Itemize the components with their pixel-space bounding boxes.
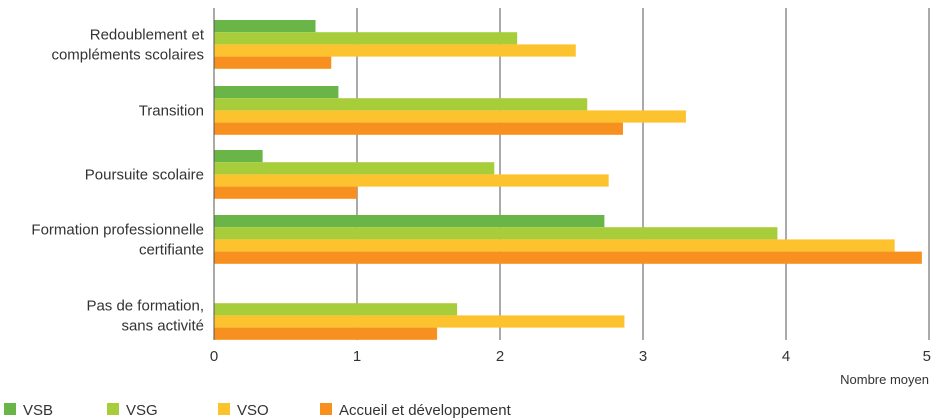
x-axis-title: Nombre moyen: [840, 372, 929, 387]
bar-vsg-1: [214, 98, 587, 110]
bar-vsb-3: [214, 215, 604, 227]
legend-swatch-accueil-et-d-veloppement: [320, 403, 332, 415]
x-tick-labels: 0 1 2 3 4 5: [210, 348, 931, 365]
legend-swatch-vsg: [107, 403, 119, 415]
category-label-line: Redoublement et: [90, 26, 205, 43]
category-label: Formation professionnelle certifiante: [31, 221, 204, 258]
category-label: Pas de formation, sans activité: [86, 297, 204, 334]
category-label-line: Formation professionnelle: [31, 221, 204, 238]
x-tick-label: 4: [782, 348, 790, 365]
bar-vsg-3: [214, 227, 777, 239]
bar-vsg-4: [214, 303, 457, 315]
legend-label: Accueil et développement: [339, 402, 512, 419]
legend-label: VSB: [23, 402, 53, 419]
bar-vso-2: [214, 174, 609, 186]
x-tick-label: 3: [639, 348, 647, 365]
legend-label: VSO: [237, 402, 269, 419]
category-labels: Redoublement et compléments scolaires Tran…: [31, 26, 204, 334]
bar-vso-1: [214, 110, 686, 122]
bar-vso-3: [214, 239, 895, 251]
bar-vsb-1: [214, 86, 338, 98]
bar-vsb-2: [214, 150, 263, 162]
category-label-line: compléments scolaires: [51, 46, 204, 63]
bar-vsg-2: [214, 162, 494, 174]
x-tick-label: 0: [210, 348, 218, 365]
legend-swatch-vso: [218, 403, 230, 415]
bar-accueil-et-d-veloppement-4: [214, 328, 437, 340]
bar-vso-4: [214, 315, 624, 327]
bar-accueil-et-d-veloppement-1: [214, 123, 623, 135]
bar-accueil-et-d-veloppement-0: [214, 57, 331, 69]
x-tick-label: 1: [353, 348, 361, 365]
x-tick-label: 5: [923, 348, 931, 365]
legend: VSB VSG VSO Accueil et développement: [4, 402, 512, 419]
legend-label: VSG: [126, 402, 158, 419]
category-label-line: sans activité: [121, 317, 204, 334]
category-label-line: Poursuite scolaire: [85, 166, 204, 183]
bar-vso-0: [214, 44, 576, 56]
legend-swatch-vsb: [4, 403, 16, 415]
category-label: Transition: [139, 102, 204, 119]
category-label-line: Transition: [139, 102, 204, 119]
bar-accueil-et-d-veloppement-2: [214, 187, 357, 199]
category-label: Redoublement et compléments scolaires: [51, 26, 204, 63]
bar-vsg-0: [214, 32, 517, 44]
bar-accueil-et-d-veloppement-3: [214, 252, 922, 264]
category-label: Poursuite scolaire: [85, 166, 204, 183]
x-tick-label: 2: [496, 348, 504, 365]
bar-vsb-0: [214, 20, 316, 32]
category-label-line: certifiante: [139, 241, 204, 258]
bars-group: [214, 20, 922, 340]
category-label-line: Pas de formation,: [86, 297, 204, 314]
